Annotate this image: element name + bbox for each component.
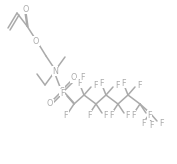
- Text: F: F: [159, 119, 164, 127]
- Text: F: F: [109, 111, 113, 120]
- Text: O: O: [33, 37, 39, 45]
- Text: F: F: [93, 81, 98, 90]
- Text: F: F: [77, 79, 81, 88]
- Text: F: F: [80, 72, 84, 82]
- Text: F: F: [103, 111, 107, 120]
- Text: F: F: [149, 122, 153, 131]
- Text: F: F: [147, 111, 152, 120]
- Text: S: S: [59, 86, 65, 95]
- Text: F: F: [131, 111, 135, 120]
- Text: F: F: [137, 81, 141, 90]
- Text: F: F: [99, 79, 103, 88]
- Text: O: O: [71, 73, 77, 82]
- Text: N: N: [52, 66, 58, 75]
- Text: O: O: [47, 100, 53, 109]
- Text: O: O: [23, 4, 29, 13]
- Text: F: F: [141, 120, 145, 129]
- Text: F: F: [115, 81, 119, 90]
- Text: F: F: [61, 90, 65, 99]
- Text: F: F: [121, 79, 125, 88]
- Text: F: F: [87, 111, 91, 120]
- Text: F: F: [64, 111, 68, 120]
- Text: F: F: [125, 111, 130, 120]
